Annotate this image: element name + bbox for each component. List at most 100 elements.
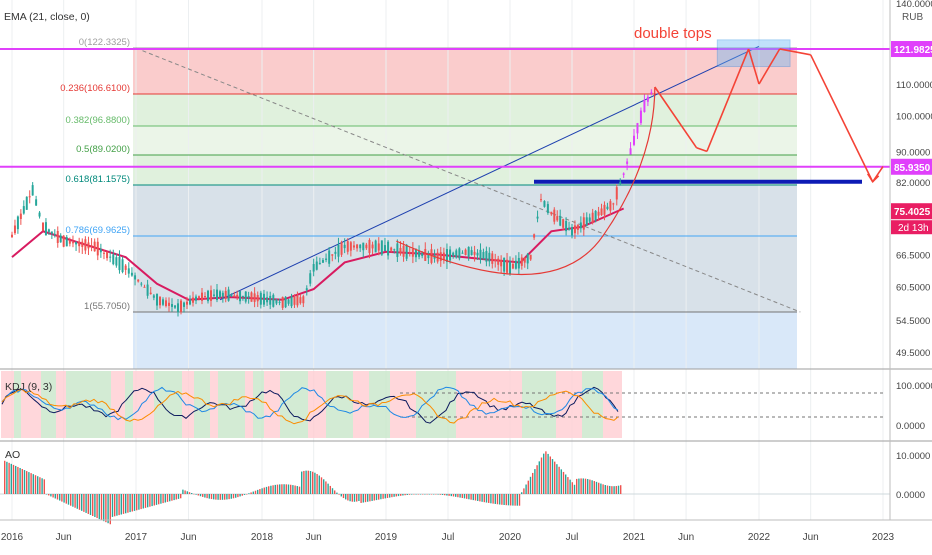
candle-body[interactable]: [533, 234, 536, 238]
rounding-bottom-arc[interactable]: [396, 87, 656, 276]
candle-body[interactable]: [213, 294, 215, 296]
candle-body[interactable]: [622, 173, 625, 175]
candle-body[interactable]: [302, 296, 305, 304]
candle-body[interactable]: [198, 296, 200, 298]
candle-body[interactable]: [241, 295, 244, 297]
candle-body[interactable]: [458, 248, 461, 259]
candle-body[interactable]: [491, 253, 494, 264]
candle-body[interactable]: [368, 239, 371, 253]
candle-body[interactable]: [506, 259, 509, 273]
candle-body[interactable]: [19, 213, 22, 219]
candle-body[interactable]: [13, 225, 16, 234]
candle-body[interactable]: [201, 292, 203, 301]
candle-body[interactable]: [597, 211, 600, 216]
candle-body[interactable]: [503, 257, 506, 272]
candle-body[interactable]: [619, 182, 622, 185]
candle-body[interactable]: [464, 249, 467, 255]
candle-body[interactable]: [90, 245, 93, 247]
candle-body[interactable]: [278, 301, 281, 303]
candle-body[interactable]: [594, 210, 597, 221]
projection-arrow[interactable]: [696, 146, 708, 153]
candle-body[interactable]: [146, 284, 149, 296]
candle-body[interactable]: [183, 302, 185, 307]
candle-body[interactable]: [346, 241, 349, 252]
candle-body[interactable]: [500, 260, 503, 267]
candle-body[interactable]: [633, 135, 635, 145]
candle-body[interactable]: [216, 289, 218, 301]
candle-body[interactable]: [156, 293, 158, 306]
projection-arrow[interactable]: [758, 48, 781, 85]
candle-body[interactable]: [609, 201, 612, 211]
candle-body[interactable]: [102, 252, 105, 254]
candle-body[interactable]: [127, 268, 130, 274]
candle-body[interactable]: [305, 288, 308, 290]
candle-body[interactable]: [106, 251, 109, 259]
candle-body[interactable]: [591, 212, 594, 223]
candle-body[interactable]: [140, 283, 143, 285]
price-badge[interactable]: [891, 41, 932, 58]
candle-body[interactable]: [78, 241, 81, 247]
candle-body[interactable]: [247, 296, 250, 298]
projection-arrow[interactable]: [706, 48, 750, 152]
candle-body[interactable]: [159, 296, 161, 306]
candle-body[interactable]: [244, 291, 247, 302]
candle-body[interactable]: [171, 304, 173, 307]
candle-body[interactable]: [325, 258, 328, 260]
candle-body[interactable]: [442, 252, 445, 260]
candle-body[interactable]: [485, 251, 488, 262]
candle-body[interactable]: [629, 148, 632, 155]
candle-body[interactable]: [296, 295, 299, 306]
candle-body[interactable]: [87, 242, 90, 249]
candle-body[interactable]: [266, 297, 269, 303]
kdj-indicator-label[interactable]: KDJ (9, 3): [5, 381, 52, 393]
candle-body[interactable]: [186, 301, 188, 305]
candle-body[interactable]: [636, 123, 639, 134]
candle-body[interactable]: [75, 242, 78, 245]
projection-arrow[interactable]: [747, 48, 760, 85]
candle-body[interactable]: [455, 250, 458, 258]
candle-body[interactable]: [396, 243, 399, 257]
candle-body[interactable]: [162, 299, 164, 305]
candle-body[interactable]: [112, 254, 115, 265]
candle-body[interactable]: [259, 292, 262, 305]
candle-body[interactable]: [509, 261, 511, 274]
candle-body[interactable]: [568, 227, 571, 230]
candle-body[interactable]: [281, 296, 284, 308]
candle-body[interactable]: [230, 295, 233, 297]
candle-body[interactable]: [93, 241, 96, 252]
candle-body[interactable]: [402, 245, 405, 257]
candle-body[interactable]: [195, 296, 197, 301]
candle-body[interactable]: [22, 206, 25, 214]
candle-body[interactable]: [565, 221, 568, 232]
candle-body[interactable]: [615, 187, 618, 200]
ema-line[interactable]: [11, 207, 625, 301]
candle-body[interactable]: [204, 295, 206, 297]
candle-body[interactable]: [299, 297, 302, 304]
candle-body[interactable]: [643, 99, 646, 112]
candle-body[interactable]: [293, 297, 296, 305]
candle-body[interactable]: [233, 295, 236, 297]
candle-body[interactable]: [309, 273, 312, 284]
candle-body[interactable]: [488, 252, 491, 262]
candle-body[interactable]: [44, 222, 47, 236]
candle-body[interactable]: [11, 234, 13, 238]
candle-body[interactable]: [408, 252, 411, 254]
candle-body[interactable]: [250, 292, 253, 302]
candle-body[interactable]: [227, 289, 230, 301]
candle-body[interactable]: [390, 247, 393, 251]
candle-body[interactable]: [473, 251, 476, 255]
candle-body[interactable]: [53, 233, 56, 236]
candle-body[interactable]: [35, 199, 38, 206]
candle-body[interactable]: [626, 161, 629, 164]
candle-body[interactable]: [523, 257, 526, 263]
candle-body[interactable]: [550, 211, 553, 215]
candle-body[interactable]: [365, 244, 368, 249]
candle-body[interactable]: [312, 264, 315, 272]
candle-body[interactable]: [65, 237, 68, 247]
candle-body[interactable]: [256, 295, 259, 302]
candle-body[interactable]: [284, 296, 287, 308]
candle-body[interactable]: [482, 252, 485, 260]
projection-arrow[interactable]: [779, 48, 811, 56]
candle-body[interactable]: [514, 260, 517, 269]
